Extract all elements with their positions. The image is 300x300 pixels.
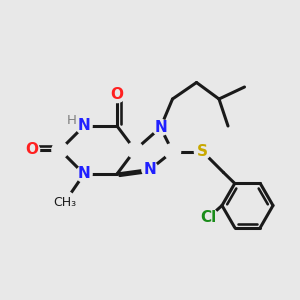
Circle shape (199, 208, 218, 227)
Circle shape (152, 119, 169, 136)
Text: N: N (154, 120, 167, 135)
Text: O: O (110, 87, 124, 102)
Circle shape (194, 143, 211, 160)
Text: N: N (144, 162, 156, 177)
Circle shape (164, 143, 181, 160)
Text: S: S (197, 144, 208, 159)
Text: N: N (78, 167, 90, 182)
Circle shape (23, 142, 40, 158)
Circle shape (142, 161, 158, 178)
Circle shape (109, 86, 125, 103)
Circle shape (76, 118, 92, 134)
Text: Cl: Cl (200, 210, 217, 225)
Text: CH₃: CH₃ (53, 196, 76, 209)
Circle shape (76, 166, 92, 182)
Circle shape (53, 191, 76, 214)
Circle shape (52, 142, 68, 158)
Text: O: O (25, 142, 38, 158)
Text: H: H (67, 114, 76, 127)
Text: N: N (78, 118, 90, 134)
Circle shape (127, 142, 143, 158)
